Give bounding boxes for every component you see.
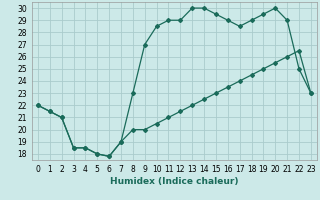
X-axis label: Humidex (Indice chaleur): Humidex (Indice chaleur) — [110, 177, 239, 186]
